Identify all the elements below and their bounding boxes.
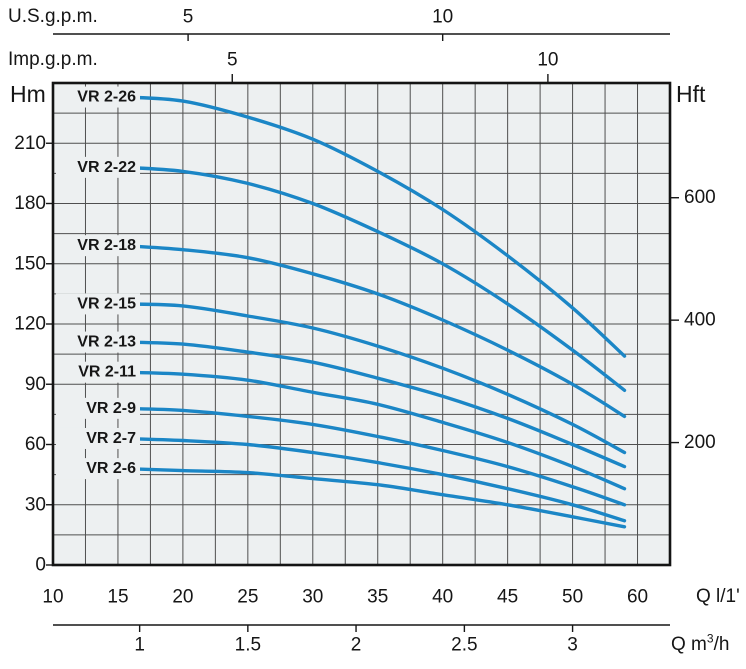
curve-label-vr-2-6: VR 2-6 (86, 460, 136, 477)
y-left-tick-label: 180 (14, 193, 46, 214)
x-lmin-tick-label: 35 (367, 587, 388, 608)
pump-curve-vr-2-6 (122, 466, 627, 529)
m3h-tick-label: 1.5 (235, 635, 261, 656)
x-lmin-tick-label: 30 (302, 587, 323, 608)
curve-label-vr-2-9: VR 2-9 (86, 400, 136, 417)
us-gpm-tick-label: 5 (183, 7, 194, 28)
y-left-tick-label: 90 (25, 374, 46, 395)
pump-curve-vr-2-9 (122, 406, 627, 507)
imp-gpm-axis-title: Imp.g.p.m. (8, 49, 98, 70)
pump-curve-vr-2-22 (122, 165, 627, 392)
curve-label-vr-2-22: VR 2-22 (77, 159, 136, 176)
y-left-tick-label: 210 (14, 133, 46, 154)
flow-lmin-unit-label: Q l/1' (696, 586, 740, 607)
curve-label-box-vr-2-9 (56, 397, 140, 419)
y-right-tick-label: 400 (684, 310, 716, 331)
pump-curve-vr-2-11 (122, 370, 627, 491)
pump-curve-vr-2-26 (122, 95, 627, 358)
y-left-tick-label: 120 (14, 314, 46, 335)
imp-gpm-tick-label: 5 (227, 50, 238, 71)
x-lmin-tick-label: 20 (172, 587, 193, 608)
us-gpm-axis-title: U.S.g.p.m. (8, 6, 98, 27)
imp-gpm-tick-label: 10 (537, 50, 558, 71)
curve-label-box-vr-2-15 (56, 293, 140, 315)
flow-m3h-unit-label: Q m3/h (671, 631, 730, 656)
y-left-tick-label: 0 (35, 555, 46, 576)
pump-curve-vr-2-7 (122, 436, 627, 523)
curve-label-vr-2-13: VR 2-13 (77, 334, 136, 351)
curve-label-vr-2-7: VR 2-7 (86, 430, 136, 447)
head-metres-unit-label: Hm (10, 81, 46, 107)
curve-label-box-vr-2-6 (56, 458, 140, 480)
x-lmin-tick-label: 10 (42, 587, 63, 608)
us-gpm-tick-label: 10 (432, 7, 453, 28)
y-left-tick-label: 60 (25, 434, 46, 455)
flow-m3h-unit-exponent: 3 (706, 631, 714, 646)
x-lmin-tick-label: 45 (497, 587, 518, 608)
curve-label-box-vr-2-18 (56, 235, 140, 257)
flow-m3h-unit-suffix: /h (713, 634, 730, 655)
curve-label-box-vr-2-13 (56, 331, 140, 353)
m3h-tick-label: 2.5 (451, 635, 477, 656)
pump-curve-vr-2-13 (122, 340, 627, 469)
x-lmin-tick-label: 15 (107, 587, 128, 608)
y-right-tick-label: 200 (684, 432, 716, 453)
pump-curve-vr-2-18 (122, 243, 627, 419)
curve-label-vr-2-18: VR 2-18 (77, 237, 136, 254)
head-feet-unit-label: Hft (676, 81, 706, 107)
y-left-tick-label: 150 (14, 253, 46, 274)
curve-label-vr-2-15: VR 2-15 (77, 295, 136, 312)
curve-label-box-vr-2-11 (56, 361, 140, 383)
curve-label-vr-2-26: VR 2-26 (77, 89, 136, 106)
curve-label-box-vr-2-7 (56, 427, 140, 449)
x-lmin-tick-label: 60 (627, 587, 648, 608)
m3h-tick-label: 3 (567, 635, 578, 656)
flow-m3h-unit-prefix: Q m (671, 634, 707, 655)
m3h-tick-label: 2 (351, 635, 362, 656)
y-left-tick-label: 30 (25, 494, 46, 515)
curve-label-box-vr-2-22 (56, 156, 140, 178)
pump-curve-vr-2-15 (122, 302, 627, 455)
x-lmin-tick-label: 50 (562, 587, 583, 608)
x-lmin-tick-label: 25 (237, 587, 258, 608)
curve-label-vr-2-11: VR 2-11 (78, 364, 136, 381)
m3h-tick-label: 1 (134, 635, 145, 656)
x-lmin-tick-label: 40 (432, 587, 453, 608)
curve-label-box-vr-2-26 (56, 86, 140, 108)
y-right-tick-label: 600 (684, 187, 716, 208)
